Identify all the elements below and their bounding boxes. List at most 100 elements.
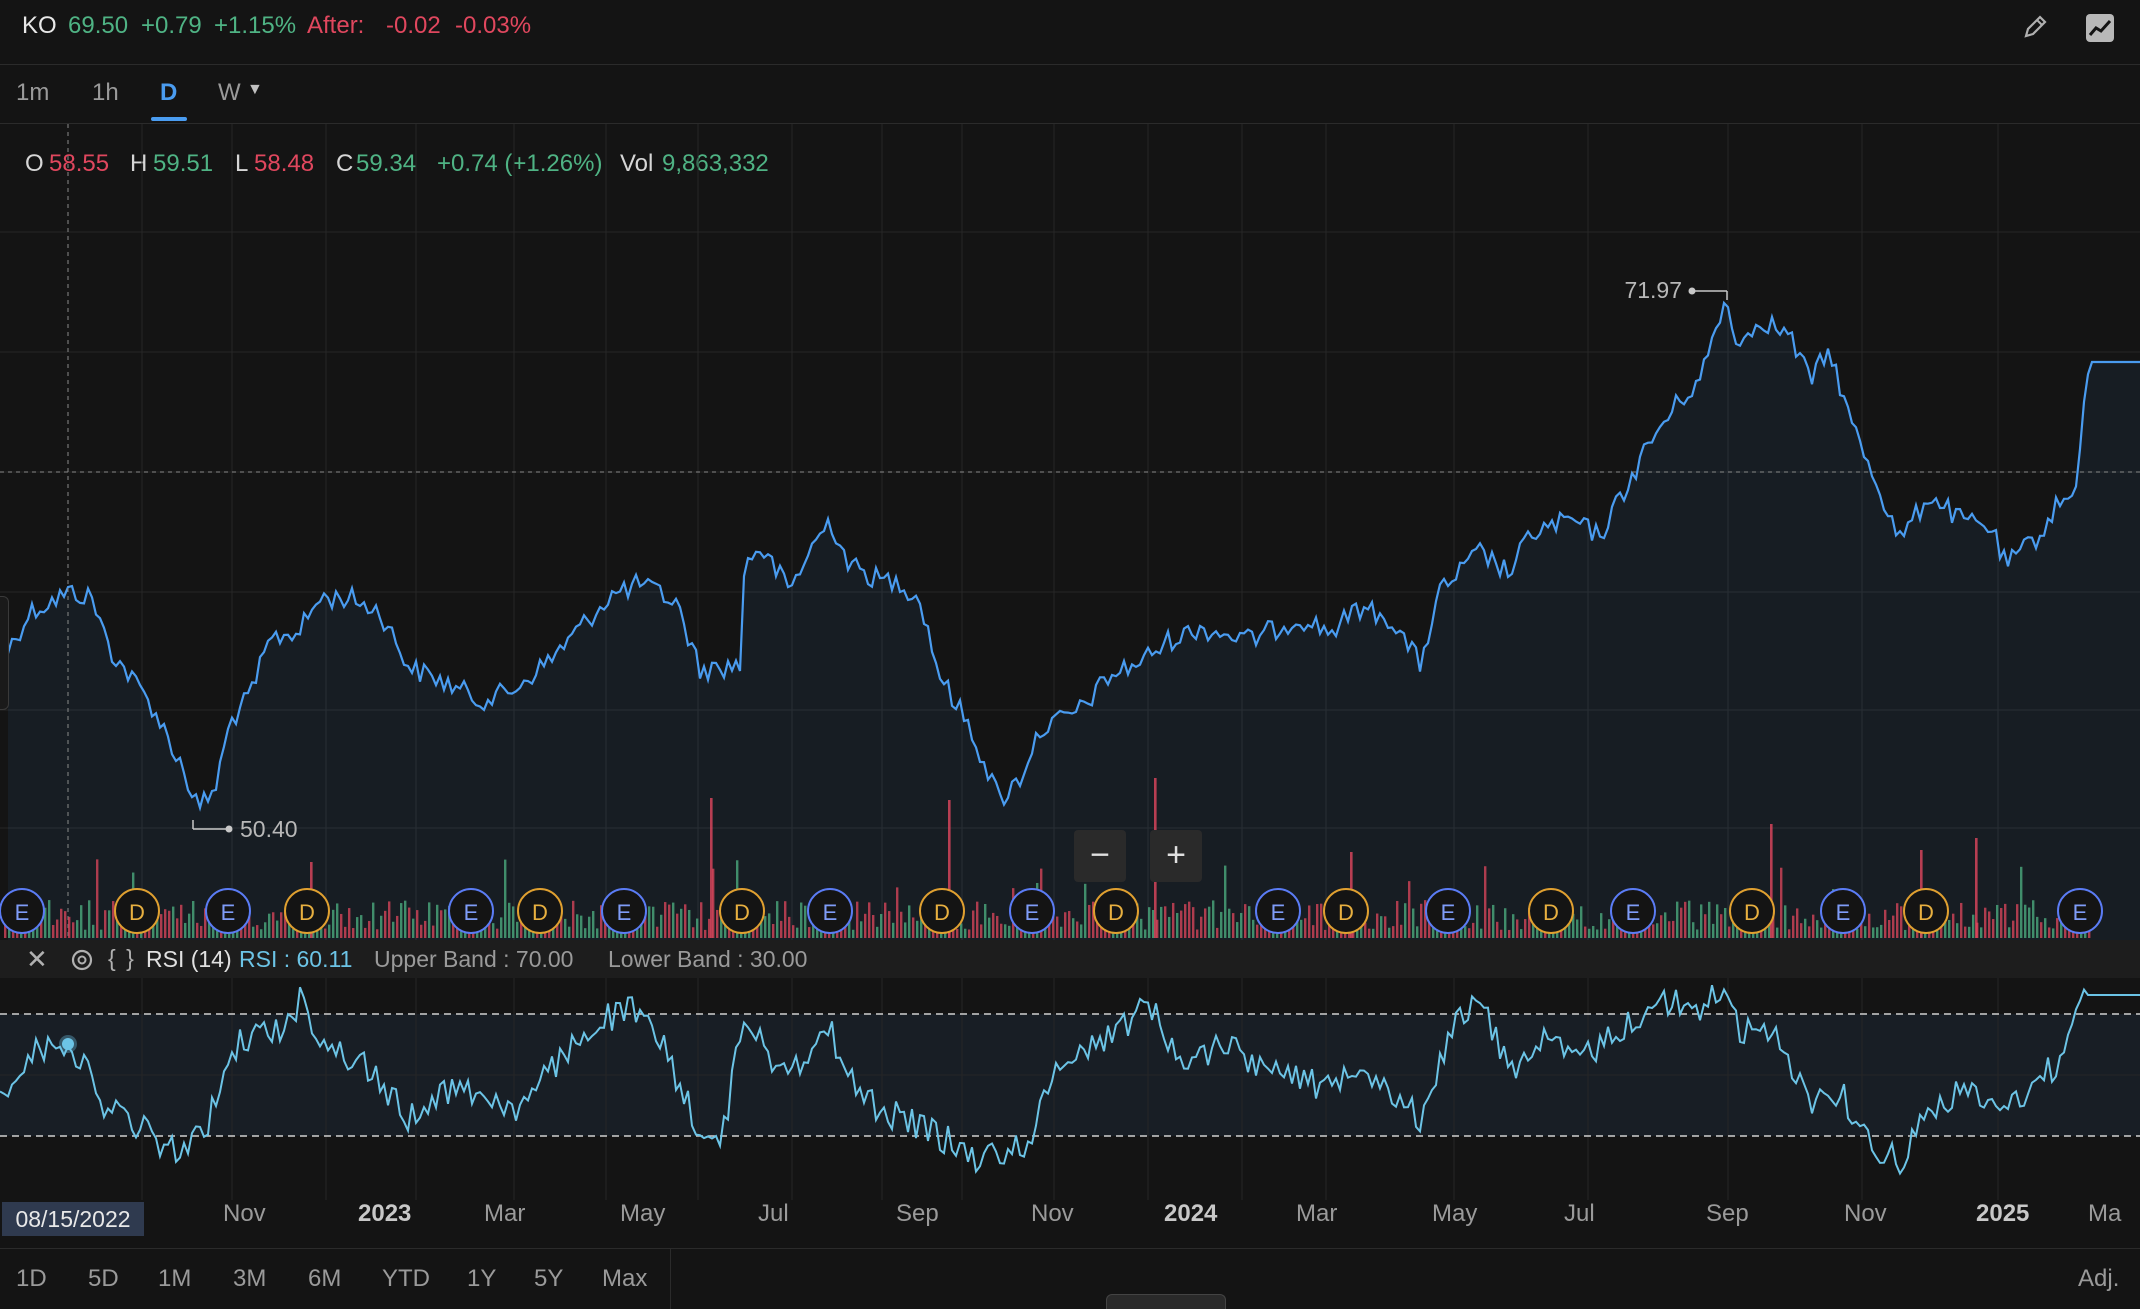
rsi-name: RSI (14) [146, 946, 232, 972]
close-label: C [336, 150, 354, 177]
zoom-in-button[interactable]: + [1150, 830, 1202, 882]
svg-text:E: E [617, 900, 632, 925]
svg-text:E: E [1025, 900, 1040, 925]
svg-text:E: E [221, 900, 236, 925]
svg-text:D: D [934, 900, 950, 925]
timeframe-d[interactable]: D [160, 79, 178, 106]
chart-grid [0, 124, 2140, 940]
svg-text:E: E [823, 900, 838, 925]
range-1d[interactable]: 1D [16, 1265, 47, 1292]
quote-header: KO 69.50 +0.79 +1.15% After: -0.02 -0.03… [0, 0, 2140, 65]
range-bar: 1D 5D 1M 3M 6M YTD 1Y 5Y Max Adj. [0, 1248, 2140, 1309]
close-change: +0.74 (+1.26%) [437, 150, 603, 177]
svg-text:D: D [1744, 900, 1760, 925]
dividend-marker[interactable]: D [114, 888, 160, 934]
dividend-marker[interactable]: D [919, 888, 965, 934]
dividend-marker[interactable]: D [1729, 888, 1775, 934]
range-max[interactable]: Max [602, 1265, 648, 1292]
earnings-marker[interactable]: E [807, 888, 853, 934]
x-axis-tick: Nov [1031, 1200, 1074, 1227]
price-line [6, 300, 2140, 812]
low-marker: 50.40 [192, 816, 298, 842]
timeframe-1m[interactable]: 1m [16, 79, 50, 106]
low-label: L [235, 150, 249, 177]
svg-text:E: E [1626, 900, 1641, 925]
volume-label: Vol [620, 150, 654, 177]
high-label: H [130, 150, 148, 177]
price-change-pct: +1.15% [214, 12, 297, 39]
dividend-marker[interactable]: D [1093, 888, 1139, 934]
last-price: 69.50 [68, 12, 129, 39]
x-axis-tick: 2025 [1976, 1200, 2030, 1227]
x-axis-tick: 2024 [1164, 1200, 1218, 1227]
x-axis-tick: Nov [1844, 1200, 1887, 1227]
earnings-marker[interactable]: E [205, 888, 251, 934]
earnings-marker[interactable]: E [1610, 888, 1656, 934]
pencil-icon[interactable] [2020, 12, 2050, 42]
low-price-label: 50.40 [240, 816, 298, 842]
range-1y[interactable]: 1Y [467, 1265, 497, 1292]
close-value: 59.34 [356, 150, 417, 177]
dividend-marker[interactable]: D [1903, 888, 1949, 934]
x-axis-tick: Nov [223, 1200, 266, 1227]
earnings-marker[interactable]: E [1255, 888, 1301, 934]
left-pan-handle[interactable] [0, 596, 9, 710]
x-axis-tick: Sep [896, 1200, 939, 1227]
after-hours-change-pct: -0.03% [455, 12, 532, 39]
cursor-date-label: 08/15/2022 [2, 1202, 144, 1236]
earnings-marker[interactable]: E [448, 888, 494, 934]
x-axis-tick: Mar [1296, 1200, 1338, 1227]
range-5y[interactable]: 5Y [534, 1265, 564, 1292]
x-axis-tick: 2023 [358, 1200, 412, 1227]
dividend-marker[interactable]: D [1323, 888, 1369, 934]
svg-text:D: D [299, 900, 315, 925]
timeframe-1h[interactable]: 1h [92, 79, 119, 106]
high-marker: 71.97 [1624, 277, 1728, 303]
gear-icon[interactable] [68, 946, 96, 974]
x-axis-tick: Jul [1564, 1200, 1595, 1227]
dividend-marker[interactable]: D [517, 888, 563, 934]
line-chart-icon[interactable] [2084, 12, 2116, 44]
range-ytd[interactable]: YTD [382, 1265, 430, 1292]
code-braces-icon[interactable]: { } [108, 945, 136, 971]
range-1m[interactable]: 1M [158, 1265, 192, 1292]
rsi-line [0, 984, 2140, 1176]
caret-down-icon[interactable]: ▼ [247, 81, 263, 98]
dividend-marker[interactable]: D [1528, 888, 1574, 934]
earnings-marker[interactable]: E [1009, 888, 1055, 934]
adjusted-toggle[interactable]: Adj. [2078, 1265, 2120, 1292]
rsi-upper-label: Upper Band : 70.00 [374, 946, 574, 972]
timeframe-bar: 1m 1h D W ▼ [0, 65, 2140, 124]
svg-text:D: D [532, 900, 548, 925]
timeframe-w[interactable]: W [218, 79, 241, 106]
dividend-marker[interactable]: D [719, 888, 765, 934]
range-6m[interactable]: 6M [308, 1265, 342, 1292]
panel-resize-handle[interactable] [1106, 1294, 1226, 1309]
range-5d[interactable]: 5D [88, 1265, 119, 1292]
after-hours-change: -0.02 [386, 12, 441, 39]
ticker-symbol[interactable]: KO [22, 12, 57, 39]
x-axis-tick: Mar [484, 1200, 526, 1227]
earnings-marker[interactable]: E [601, 888, 647, 934]
earnings-marker[interactable]: E [2057, 888, 2103, 934]
high-price-label: 71.97 [1624, 277, 1682, 303]
svg-text:D: D [1918, 900, 1934, 925]
svg-text:E: E [1836, 900, 1851, 925]
svg-text:E: E [464, 900, 479, 925]
dividend-marker[interactable]: D [284, 888, 330, 934]
price-change: +0.79 [141, 12, 202, 39]
x-axis-tick: Sep [1706, 1200, 1749, 1227]
range-3m[interactable]: 3M [233, 1265, 267, 1292]
x-axis-tick: Ma [2088, 1200, 2122, 1227]
earnings-marker[interactable]: E [1820, 888, 1866, 934]
zoom-out-button[interactable]: − [1074, 830, 1126, 882]
rsi-legend: ✕ { } RSI (14) RSI : 60.11 Upper Band : … [0, 940, 2140, 978]
close-icon[interactable]: ✕ [26, 944, 48, 974]
svg-text:D: D [129, 900, 145, 925]
earnings-marker[interactable]: E [1425, 888, 1471, 934]
low-value: 58.48 [254, 150, 315, 177]
price-chart[interactable]: 71.97 50.40 E D E D E D E D E D E D E D E D E D E D E [0, 124, 2140, 1248]
earnings-marker[interactable]: E [0, 888, 45, 934]
price-area-fill [8, 302, 2140, 940]
